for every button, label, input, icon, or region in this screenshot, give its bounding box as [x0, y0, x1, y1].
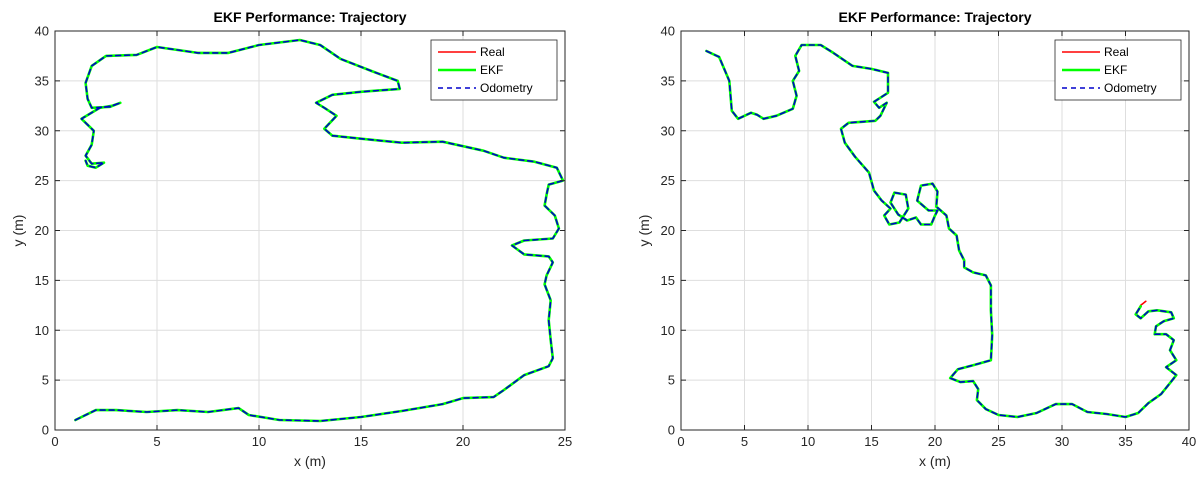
y-tick-label: 35 [661, 73, 675, 88]
y-axis-label: y (m) [10, 215, 26, 247]
x-tick-label: 0 [51, 434, 58, 449]
series-line-odometry [74, 39, 564, 422]
x-tick-label: 40 [1182, 434, 1196, 449]
x-axis-label: x (m) [294, 453, 326, 469]
x-tick-label: 5 [153, 434, 160, 449]
x-tick-label: 20 [928, 434, 942, 449]
x-tick-label: 0 [677, 434, 684, 449]
y-tick-label: 25 [661, 173, 675, 188]
y-tick-label: 0 [668, 423, 675, 438]
y-tick-label: 10 [35, 323, 49, 338]
legend-label-real: Real [1104, 45, 1129, 59]
legend-label-ekf: EKF [1104, 63, 1127, 77]
x-tick-label: 30 [1055, 434, 1069, 449]
y-tick-label: 0 [42, 423, 49, 438]
legend: Real EKF Odometry [1054, 39, 1182, 101]
x-tick-label: 25 [558, 434, 572, 449]
legend-label-real: Real [480, 45, 505, 59]
y-tick-label: 35 [35, 73, 49, 88]
legend-label-odometry: Odometry [480, 81, 533, 95]
y-tick-label: 10 [661, 323, 675, 338]
y-axis-label: y (m) [636, 215, 652, 247]
chart-panel-1: 0 5 10 15 20 25 0 5 10 15 20 25 30 35 40 EKF Performanc… [10, 9, 572, 469]
x-tick-label: 15 [354, 434, 368, 449]
x-tick-label: 10 [252, 434, 266, 449]
legend-label-ekf: EKF [480, 63, 503, 77]
y-tick-label: 15 [35, 273, 49, 288]
y-tick-label: 5 [668, 373, 675, 388]
y-tick-label: 25 [35, 173, 49, 188]
x-axis-label: x (m) [919, 453, 951, 469]
legend: Real EKF Odometry [430, 39, 558, 101]
chart-title: EKF Performance: Trajectory [839, 9, 1032, 25]
y-tick-label: 40 [661, 24, 675, 39]
legend-label-odometry: Odometry [1104, 81, 1157, 95]
y-tick-label: 20 [35, 223, 49, 238]
series-line-odometry [705, 44, 1178, 418]
x-tick-label: 35 [1118, 434, 1132, 449]
y-tick-label: 20 [661, 223, 675, 238]
x-tick-label: 20 [456, 434, 470, 449]
chart-title: EKF Performance: Trajectory [214, 9, 407, 25]
x-tick-label: 5 [741, 434, 748, 449]
x-tick-label: 10 [801, 434, 815, 449]
y-tick-label: 15 [661, 273, 675, 288]
y-tick-label: 40 [35, 24, 49, 39]
y-tick-label: 5 [42, 373, 49, 388]
y-tick-label: 30 [35, 123, 49, 138]
x-tick-label: 25 [991, 434, 1005, 449]
y-tick-label: 30 [661, 123, 675, 138]
chart-panel-2: 0 5 10 15 20 25 30 35 40 0 5 10 15 20 25 30 35 40 EKF Perf… [636, 9, 1196, 469]
x-tick-label: 15 [864, 434, 878, 449]
